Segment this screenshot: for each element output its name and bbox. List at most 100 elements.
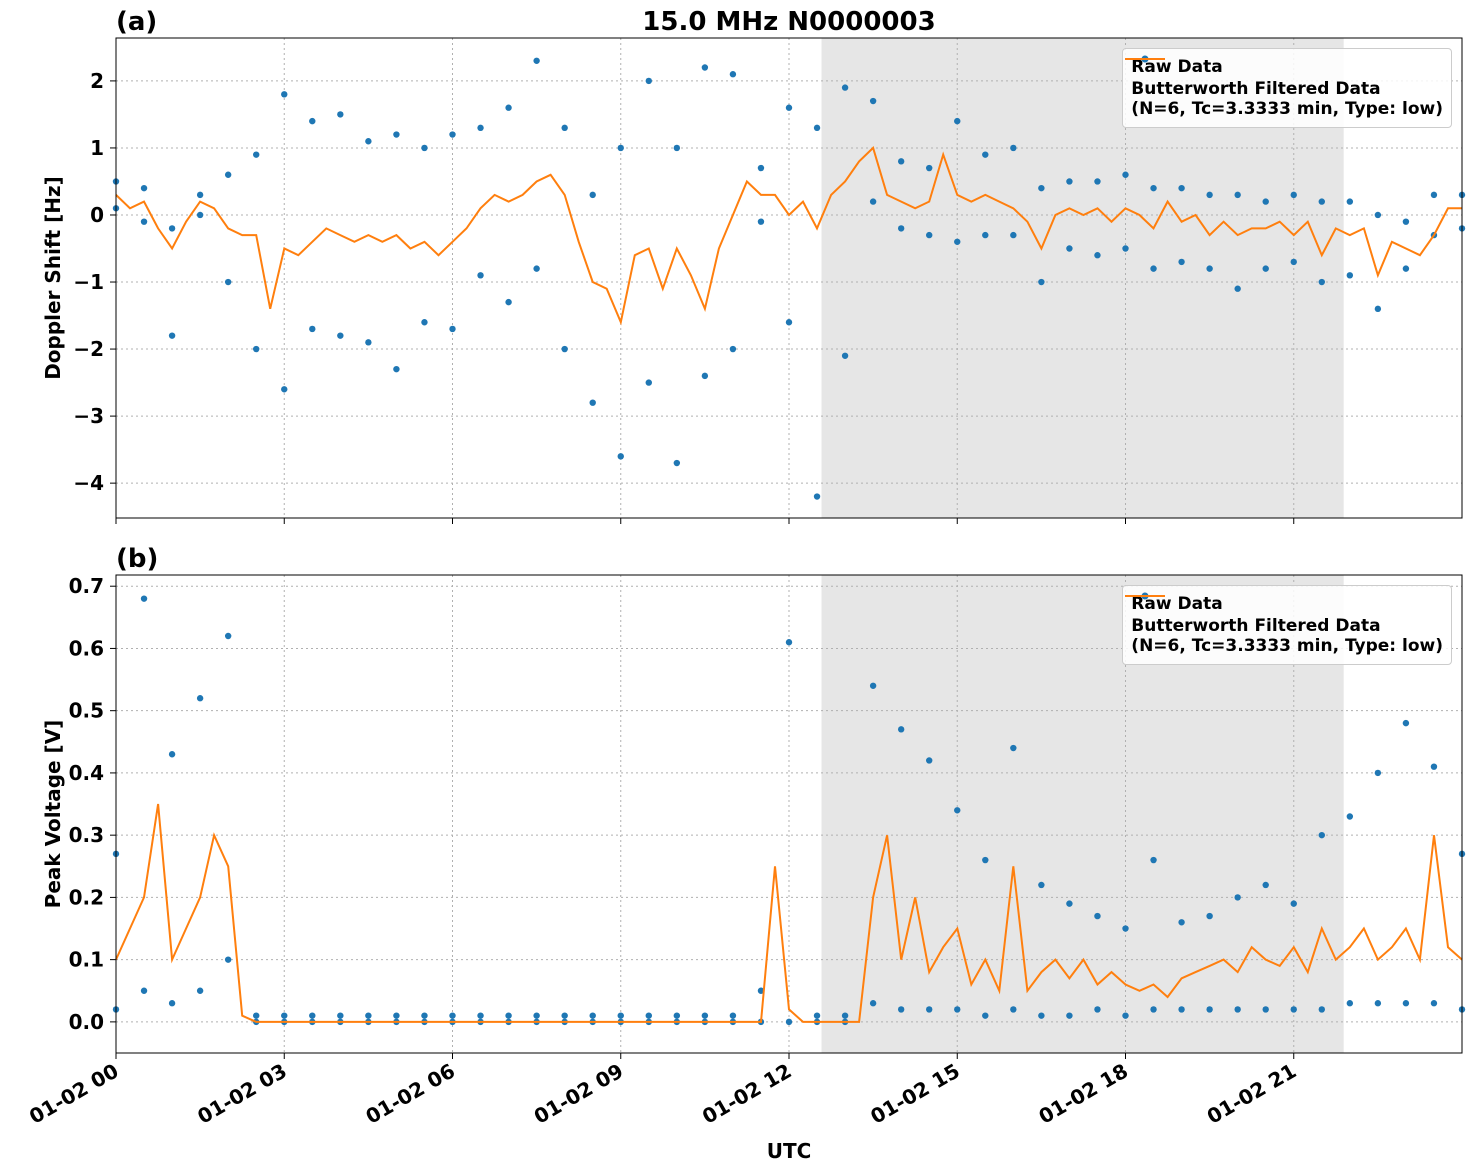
raw-point: [1430, 1000, 1438, 1007]
raw-point: [1262, 265, 1269, 272]
raw-point: [645, 1012, 652, 1019]
legend-entry: Raw Data: [1131, 592, 1443, 614]
axes-frame: [115, 37, 1463, 519]
raw-point: [1066, 245, 1073, 252]
raw-point: [897, 158, 905, 165]
raw-point: [673, 144, 681, 152]
raw-point: [1206, 912, 1213, 920]
raw-point: [421, 319, 428, 326]
raw-point: [982, 151, 989, 158]
raw-point: [1234, 894, 1241, 901]
raw-point: [1402, 265, 1410, 272]
x-tick-label: 01-02 03: [193, 1059, 291, 1129]
raw-point: [954, 238, 961, 245]
raw-point: [1262, 881, 1269, 889]
legend: Raw Data Butterworth Filtered Data (N=6, …: [1122, 585, 1452, 665]
raw-point: [1178, 258, 1185, 266]
raw-point: [1374, 305, 1382, 313]
raw-point: [673, 459, 681, 467]
raw-point: [309, 117, 316, 125]
raw-point: [701, 1012, 709, 1019]
raw-point: [196, 987, 204, 994]
raw-point: [1290, 1006, 1297, 1013]
raw-point: [224, 632, 232, 640]
raw-point: [1318, 1006, 1325, 1013]
raw-point: [954, 1006, 961, 1013]
raw-point: [1346, 198, 1354, 205]
y-tick-label: −1: [73, 270, 104, 294]
y-tick-label: −4: [73, 471, 104, 495]
raw-point: [421, 1012, 428, 1019]
raw-point: [168, 225, 176, 232]
raw-point: [841, 84, 849, 91]
raw-point: [1038, 1012, 1045, 1019]
raw-point: [1402, 1000, 1410, 1007]
raw-point: [140, 987, 148, 994]
raw-point: [1038, 881, 1045, 889]
raw-point: [253, 1012, 260, 1019]
raw-point: [785, 639, 793, 646]
raw-point: [449, 325, 456, 333]
raw-point: [1318, 278, 1325, 286]
legend: Raw Data Butterworth Filtered Data (N=6, …: [1122, 48, 1452, 128]
x-tick-label: 01-02 06: [361, 1059, 459, 1129]
raw-point: [477, 1012, 484, 1019]
raw-point: [477, 124, 484, 132]
raw-point: [757, 164, 765, 172]
raw-point: [926, 231, 933, 239]
raw-point: [337, 1012, 344, 1019]
raw-point: [926, 164, 933, 172]
y-tick-label: 1: [90, 136, 104, 160]
raw-point: [224, 171, 232, 178]
raw-point: [1178, 184, 1185, 192]
raw-point: [701, 372, 709, 380]
raw-point: [1178, 1006, 1185, 1013]
raw-point: [1150, 184, 1157, 192]
raw-point: [1430, 763, 1438, 770]
raw-point: [1094, 252, 1101, 259]
filtered-line: [115, 803, 1463, 1023]
raw-point: [1346, 813, 1354, 820]
raw-point: [1094, 912, 1101, 920]
x-tick-label: 01-02 12: [698, 1059, 796, 1129]
legend-entry: Raw Data: [1131, 55, 1443, 77]
raw-point: [617, 144, 624, 152]
raw-point: [1150, 856, 1157, 864]
raw-point: [1234, 1006, 1241, 1013]
raw-point: [1234, 191, 1241, 199]
raw-point: [869, 97, 877, 105]
raw-point: [1010, 144, 1017, 152]
raw-point: [1206, 1006, 1213, 1013]
raw-point: [281, 1012, 288, 1019]
x-tick-label: 01-02 21: [1203, 1059, 1301, 1129]
raw-point: [813, 493, 821, 500]
legend-label: Raw Data: [1131, 594, 1223, 614]
raw-point: [757, 218, 765, 225]
raw-point: [281, 386, 288, 393]
raw-point: [617, 453, 624, 460]
raw-point: [449, 131, 456, 138]
raw-point: [1262, 198, 1269, 205]
y-tick-label: 0.0: [69, 1010, 104, 1034]
raw-point: [1318, 198, 1325, 205]
raw-point: [841, 1012, 849, 1019]
raw-point: [1262, 1006, 1269, 1013]
raw-point: [561, 124, 568, 132]
raw-point: [1122, 925, 1129, 932]
raw-point: [1402, 719, 1410, 727]
raw-point: [224, 956, 232, 963]
raw-point: [1374, 211, 1382, 219]
raw-point: [393, 1012, 400, 1019]
y-tick-label: −2: [73, 337, 104, 361]
raw-point: [954, 807, 961, 814]
raw-point: [168, 1000, 176, 1007]
raw-point: [645, 379, 652, 386]
legend-key: [1125, 58, 1166, 60]
raw-point: [505, 104, 512, 111]
raw-point: [1010, 744, 1017, 752]
raw-point: [1094, 1006, 1101, 1013]
raw-point: [561, 345, 568, 353]
raw-point: [785, 104, 793, 111]
raw-point: [393, 131, 400, 138]
raw-point: [140, 218, 148, 225]
